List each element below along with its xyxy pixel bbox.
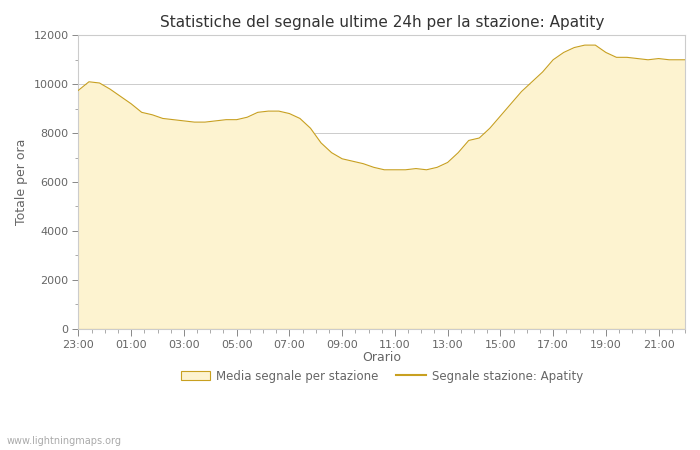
X-axis label: Orario: Orario: [362, 351, 401, 364]
Text: www.lightningmaps.org: www.lightningmaps.org: [7, 436, 122, 446]
Title: Statistiche del segnale ultime 24h per la stazione: Apatity: Statistiche del segnale ultime 24h per l…: [160, 15, 604, 30]
Legend: Media segnale per stazione, Segnale stazione: Apatity: Media segnale per stazione, Segnale staz…: [176, 365, 587, 387]
Y-axis label: Totale per ora: Totale per ora: [15, 139, 28, 225]
